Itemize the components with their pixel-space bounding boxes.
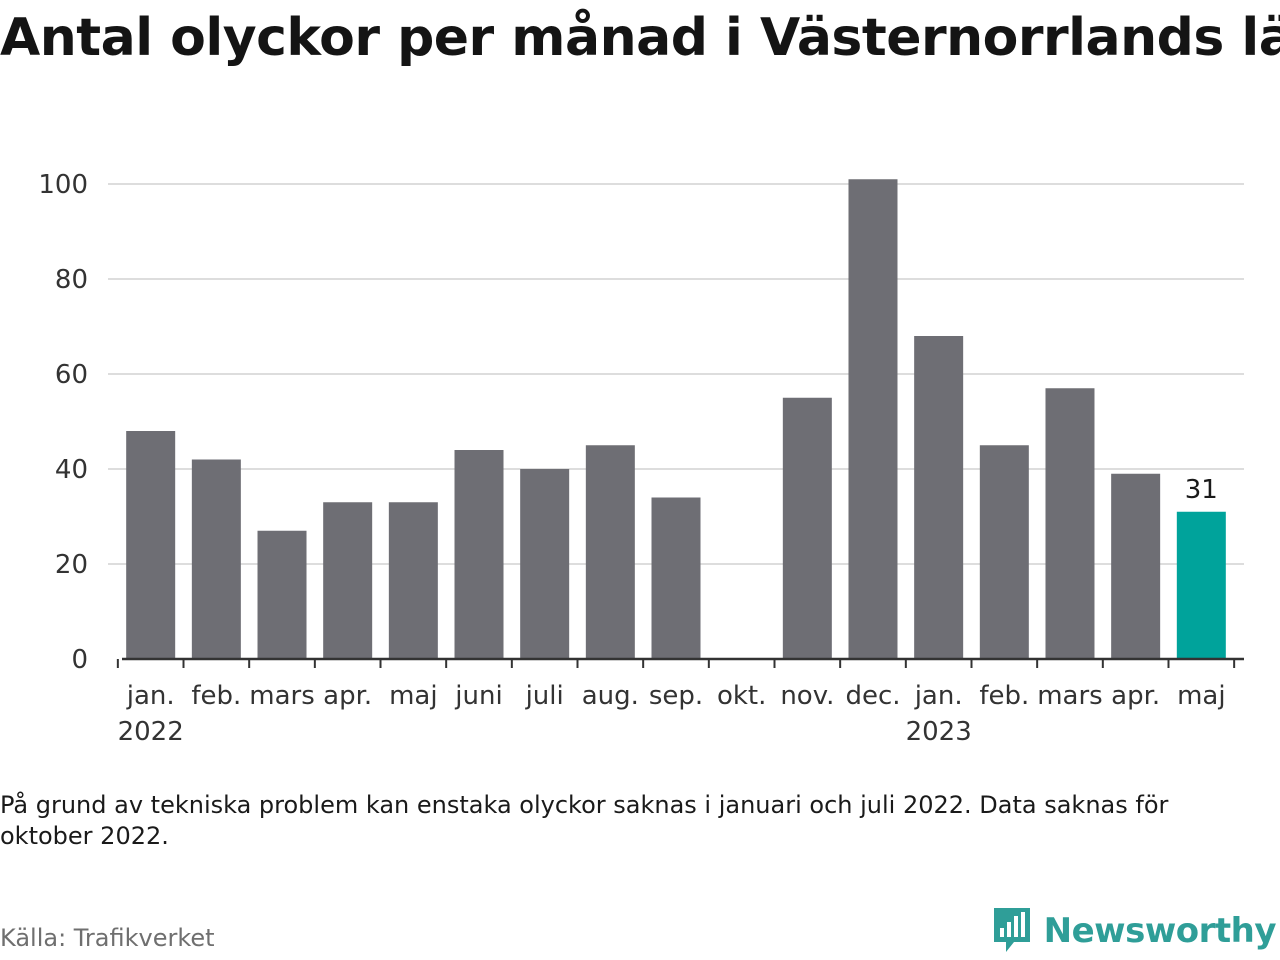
bar bbox=[1176, 511, 1226, 659]
bar bbox=[651, 497, 701, 659]
x-year-label: 2022 bbox=[118, 717, 184, 747]
y-tick-label: 80 bbox=[55, 265, 88, 295]
bar bbox=[323, 502, 373, 659]
y-tick-label: 20 bbox=[55, 550, 88, 580]
bar bbox=[848, 179, 898, 659]
x-tick-label: jan. bbox=[126, 681, 175, 711]
brand-name: Newsworthy bbox=[1043, 911, 1277, 951]
x-tick-label: feb. bbox=[979, 681, 1029, 711]
bar bbox=[520, 469, 570, 659]
newsworthy-logo-icon bbox=[993, 908, 1030, 952]
x-tick-label: mars bbox=[1037, 681, 1103, 711]
x-tick-label: sep. bbox=[649, 681, 703, 711]
bar bbox=[191, 459, 241, 659]
x-tick-label: okt. bbox=[717, 681, 766, 711]
y-tick-label: 40 bbox=[55, 455, 88, 485]
y-tick-label: 60 bbox=[55, 360, 88, 390]
x-tick-label: juni bbox=[454, 681, 502, 711]
x-tick-label: jan. bbox=[914, 681, 963, 711]
bar bbox=[388, 502, 438, 659]
x-tick-label: juli bbox=[525, 681, 564, 711]
bar bbox=[585, 445, 635, 659]
x-tick-label: mars bbox=[249, 681, 315, 711]
x-tick-label: maj bbox=[389, 681, 437, 711]
source-label: Källa: Trafikverket bbox=[0, 924, 215, 952]
x-tick-label: aug. bbox=[582, 681, 639, 711]
bar bbox=[782, 397, 832, 659]
x-tick-label: apr. bbox=[1111, 681, 1160, 711]
data-label: 31 bbox=[1185, 475, 1218, 505]
x-tick-label: apr. bbox=[323, 681, 372, 711]
bar bbox=[979, 445, 1029, 659]
bar bbox=[1111, 473, 1161, 659]
y-tick-label: 100 bbox=[38, 170, 88, 200]
bar bbox=[126, 431, 176, 659]
x-tick-label: maj bbox=[1177, 681, 1225, 711]
x-tick-label: feb. bbox=[191, 681, 241, 711]
x-tick-label: dec. bbox=[845, 681, 900, 711]
bar bbox=[1045, 388, 1095, 659]
newsworthy-logo: Newsworthy bbox=[992, 908, 1277, 954]
chart-title: Antal olyckor per månad i Västernorrland… bbox=[0, 8, 1280, 68]
bar bbox=[257, 530, 307, 659]
y-tick-label: 0 bbox=[71, 645, 88, 675]
x-year-label: 2023 bbox=[906, 717, 972, 747]
bar bbox=[454, 450, 504, 659]
bar bbox=[914, 336, 964, 659]
x-tick-label: nov. bbox=[780, 681, 834, 711]
chart-note: På grund av tekniska problem kan enstaka… bbox=[0, 791, 1169, 850]
